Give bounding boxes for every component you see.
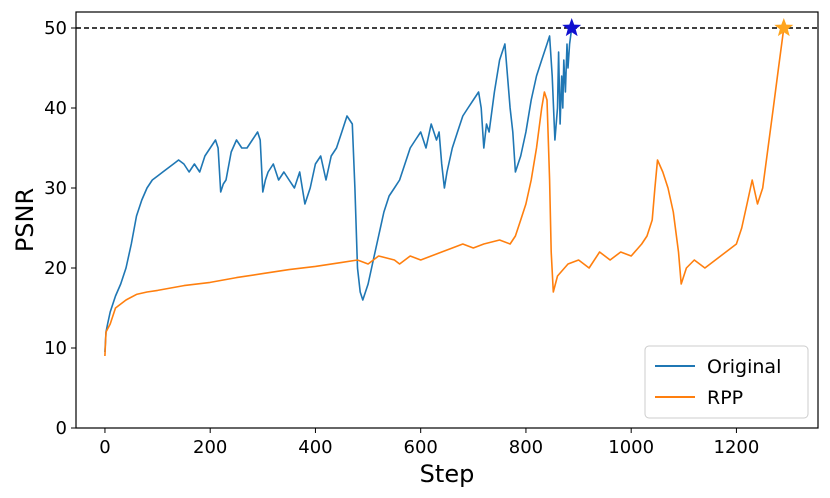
y-tick-label: 0 bbox=[56, 418, 67, 439]
x-tick-label: 1000 bbox=[608, 437, 654, 458]
y-axis-label: PSNR bbox=[11, 188, 39, 252]
endpoint-marker-layer bbox=[562, 18, 794, 37]
x-tick-label: 400 bbox=[298, 437, 332, 458]
x-axis-label: Step bbox=[420, 460, 475, 488]
x-tick-label: 600 bbox=[404, 437, 438, 458]
y-tick-label: 20 bbox=[44, 258, 67, 279]
x-tick-label: 800 bbox=[509, 437, 543, 458]
y-tick-label: 10 bbox=[44, 338, 67, 359]
x-ticks: 0 200 400 600 800 1000 1200 bbox=[99, 428, 759, 458]
legend-label-rpp: RPP bbox=[707, 387, 743, 409]
endpoint-star-rpp bbox=[774, 18, 794, 37]
y-tick-label: 30 bbox=[44, 178, 67, 199]
series-line-original bbox=[104, 27, 573, 353]
legend-label-original: Original bbox=[707, 356, 781, 378]
y-tick-label: 40 bbox=[44, 98, 67, 119]
x-tick-label: 1200 bbox=[714, 437, 760, 458]
y-ticks: 0 10 20 30 40 50 bbox=[44, 18, 76, 439]
endpoint-star-original bbox=[562, 18, 582, 37]
plot-frame bbox=[75, 11, 819, 429]
y-tick-label: 50 bbox=[44, 18, 67, 39]
legend-box bbox=[644, 345, 809, 419]
series-line-rpp bbox=[104, 27, 785, 357]
series-layer bbox=[104, 27, 785, 357]
x-tick-label: 200 bbox=[193, 437, 227, 458]
legend: Original RPP bbox=[644, 345, 809, 419]
x-tick-label: 0 bbox=[99, 437, 110, 458]
